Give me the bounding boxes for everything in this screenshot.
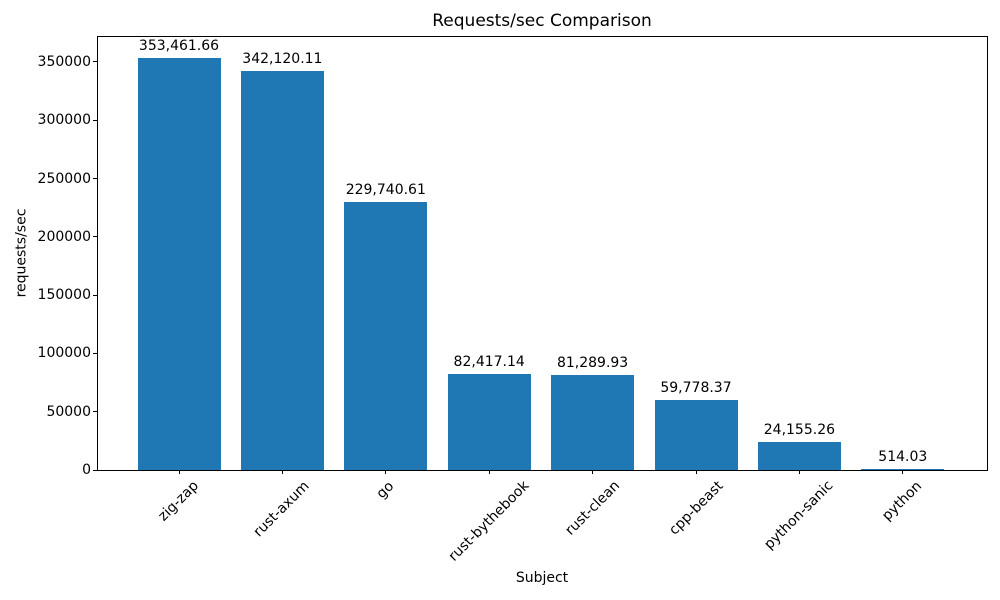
- x-tick-mark: [592, 470, 594, 474]
- bar-rust-clean: [551, 375, 635, 470]
- bar-python-sanic: [757, 441, 841, 470]
- y-tick-mark: [93, 469, 97, 471]
- y-tick-label: 0: [82, 462, 91, 478]
- bar-rust-axum: [240, 71, 324, 470]
- y-tick-mark: [93, 294, 97, 296]
- y-tick-label: 350000: [37, 53, 91, 70]
- y-tick-mark: [93, 411, 97, 413]
- bar-value-label: 24,155.26: [763, 421, 836, 438]
- x-tick-label-go: go: [373, 477, 398, 502]
- y-tick-mark: [93, 119, 97, 121]
- y-tick-mark: [93, 61, 97, 63]
- chart-title: Requests/sec Comparison: [432, 11, 652, 31]
- y-tick-label: 250000: [37, 170, 91, 187]
- bar-value-label: 81,289.93: [556, 355, 629, 372]
- y-tick-label: 200000: [37, 228, 91, 245]
- x-tick-label-rust-axum: rust-axum: [250, 478, 314, 541]
- x-tick-mark: [178, 470, 180, 474]
- bar-value-label: 59,778.37: [660, 380, 732, 397]
- y-tick-mark: [93, 178, 97, 180]
- y-tick-label: 100000: [37, 345, 91, 362]
- x-tick-label-cpp-beast: cpp-beast: [665, 477, 727, 539]
- y-axis-label: requests/sec: [13, 208, 30, 298]
- bar-value-label: 353,461.66: [138, 37, 220, 54]
- x-tick-mark: [695, 470, 697, 474]
- bar-value-label: 342,120.11: [242, 51, 323, 68]
- y-tick-label: 300000: [37, 112, 91, 129]
- bar-zig-zap: [137, 57, 221, 470]
- x-tick-mark: [902, 470, 904, 474]
- bar-cpp-beast: [654, 400, 738, 470]
- plot-area: [97, 36, 988, 471]
- x-tick-mark: [798, 470, 800, 474]
- x-tick-label-zig-zap: zig-zap: [155, 477, 202, 525]
- y-tick-mark: [93, 236, 97, 238]
- x-tick-label-rust-bythebook: rust-bythebook: [445, 478, 533, 565]
- x-tick-label-python: python: [879, 477, 926, 524]
- x-tick-mark: [488, 470, 490, 474]
- x-tick-label-rust-clean: rust-clean: [561, 477, 623, 539]
- y-tick-mark: [93, 352, 97, 354]
- x-tick-label-python-sanic: python-sanic: [761, 477, 837, 554]
- bar-rust-bythebook: [447, 373, 531, 470]
- y-tick-label: 50000: [46, 403, 91, 420]
- bar-value-label: 514.03: [878, 448, 928, 465]
- bar-go: [344, 202, 428, 470]
- bar-python: [861, 468, 945, 470]
- x-tick-mark: [281, 470, 283, 474]
- bar-value-label: 229,740.61: [345, 182, 426, 199]
- bar-value-label: 82,417.14: [453, 353, 525, 370]
- x-tick-mark: [385, 470, 387, 474]
- x-axis-label: Subject: [515, 570, 569, 586]
- y-tick-label: 150000: [37, 287, 91, 304]
